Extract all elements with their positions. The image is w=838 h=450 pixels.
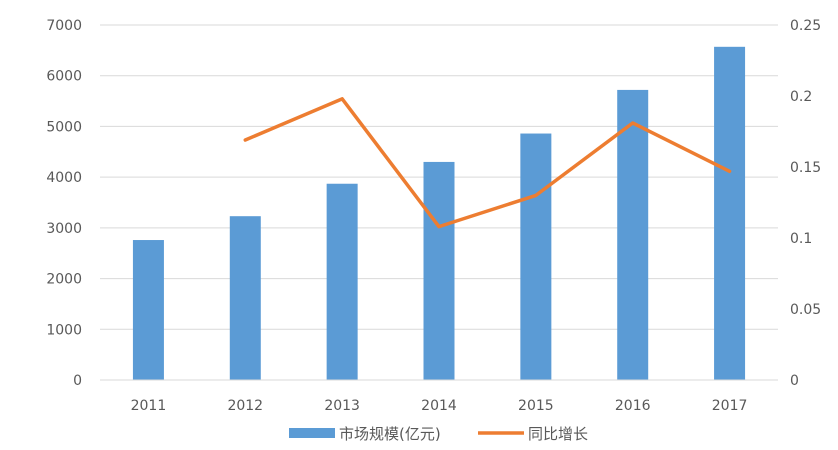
y-left-tick-label: 7000 [46, 18, 82, 34]
growth-line [243, 97, 732, 229]
x-tick-label: 2017 [712, 398, 748, 414]
y-right-tick-label: 0 [790, 373, 799, 389]
bar-2014 [423, 161, 455, 380]
line-series [243, 97, 732, 229]
x-tick-label: 2011 [131, 398, 167, 414]
bar-series [132, 46, 746, 381]
y-left-tick-label: 0 [73, 373, 82, 389]
x-tick-label: 2013 [324, 398, 360, 414]
y-right-tick-label: 0.05 [790, 302, 821, 318]
bar-2015 [520, 133, 552, 380]
legend: 市场规模(亿元) 同比增长 [289, 425, 588, 443]
legend-label-bar: 市场规模(亿元) [339, 425, 441, 443]
y-left-tick-label: 1000 [46, 322, 82, 338]
x-tick-label: 2016 [615, 398, 651, 414]
x-tick-label: 2014 [421, 398, 457, 414]
y-right-tick-label: 0.25 [790, 18, 821, 34]
bar-2016 [617, 89, 649, 381]
y-left-tick-label: 2000 [46, 272, 82, 288]
axes: 0 1000 2000 3000 4000 5000 6000 7000 0 0.05 0.1 0.1… [46, 18, 821, 414]
y-left-tick-label: 5000 [46, 119, 82, 135]
y-left-tick-label: 3000 [46, 221, 82, 237]
legend-label-line: 同比增长 [528, 425, 588, 443]
y-right-tick-label: 0.1 [790, 231, 812, 247]
y-right-tick-label: 0.2 [790, 89, 812, 105]
bar-2013 [326, 183, 358, 380]
y-left-tick-label: 4000 [46, 170, 82, 186]
legend-swatch-bar [289, 428, 335, 438]
x-tick-label: 2012 [227, 398, 263, 414]
y-right-tick-label: 0.15 [790, 160, 821, 176]
x-tick-label: 2015 [518, 398, 554, 414]
bar-2012 [229, 216, 261, 380]
bar-2017 [714, 46, 746, 381]
y-left-tick-label: 6000 [46, 69, 82, 85]
bar-2011 [132, 240, 164, 380]
